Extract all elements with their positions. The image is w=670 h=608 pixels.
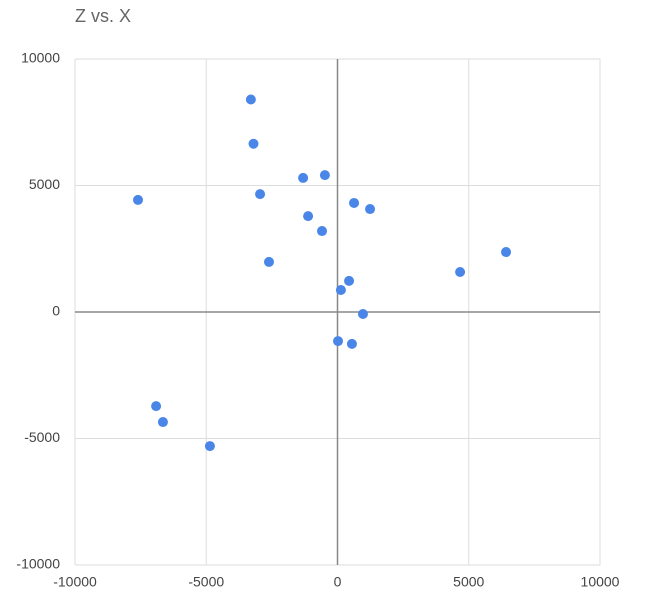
point [333,336,344,347]
point [349,197,360,208]
y-tick-label: -10000 [16,556,60,572]
point [319,170,330,181]
point [317,226,328,237]
point [151,401,162,412]
x-tick-label: -5000 [188,574,224,590]
point [298,172,309,183]
y-tick-label: 5000 [29,176,60,192]
point [204,441,215,452]
point [263,256,274,267]
chart-title: Z vs. X [75,6,131,26]
x-tick-label: 0 [334,574,342,590]
point [157,417,168,428]
point [248,138,259,149]
x-tick-label: 10000 [581,574,620,590]
point [344,275,355,286]
point [357,309,368,320]
y-tick-label: 0 [52,303,60,319]
y-tick-label: -5000 [24,429,60,445]
point [245,94,256,105]
point [255,189,266,200]
x-tick-label: 5000 [453,574,484,590]
point [365,204,376,215]
point [335,284,346,295]
y-tick-label: 10000 [21,50,60,66]
point [455,267,466,278]
point [303,211,314,222]
point [133,194,143,205]
point [346,338,357,349]
x-tick-label: -10000 [53,574,97,590]
point [501,247,512,258]
